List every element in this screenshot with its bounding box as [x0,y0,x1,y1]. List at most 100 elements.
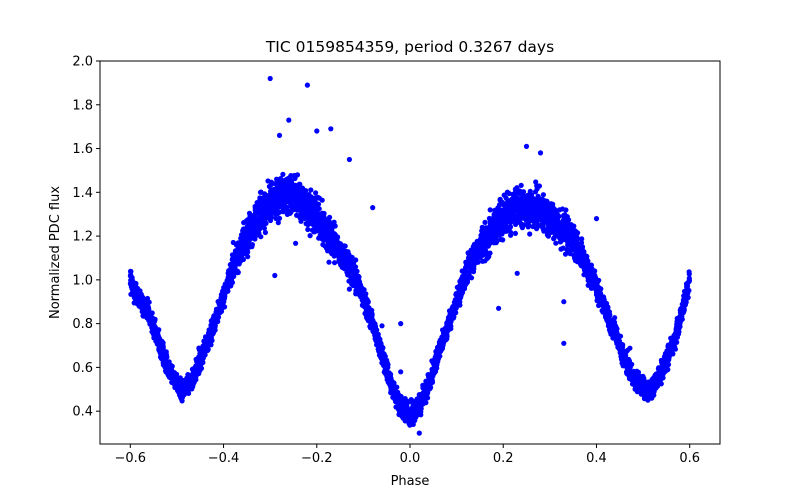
data-point [325,223,331,229]
data-point [129,277,135,283]
data-point [623,369,630,375]
data-point [245,254,251,260]
data-point [243,218,249,224]
data-point [648,390,654,396]
data-point [237,254,243,260]
data-point [359,297,365,303]
data-point [488,229,494,235]
data-point [429,379,436,385]
data-point [275,220,281,226]
data-point [326,259,332,265]
data-point [364,310,370,316]
data-point [255,203,261,209]
data-point [535,203,541,209]
data-point [313,224,319,231]
data-point [252,207,258,213]
data-point [470,269,477,275]
data-point [673,329,679,335]
data-point [483,251,489,257]
data-point [316,195,322,201]
data-point [451,299,457,305]
data-point [531,203,537,210]
data-point [349,281,355,287]
data-point [467,259,474,265]
data-point [321,228,327,234]
data-point [550,221,556,227]
data-point [371,329,377,335]
data-point [340,263,346,269]
data-point [613,334,619,340]
data-point [417,404,423,410]
data-point [686,278,693,284]
data-point [564,214,570,220]
data-point [383,366,389,372]
data-point [666,352,673,358]
data-point [292,175,298,181]
data-point [492,236,498,242]
data-point [179,378,185,384]
data-point [562,251,569,257]
data-point [564,235,570,242]
data-point [229,252,236,258]
data-point [499,207,505,213]
data-point [296,195,302,201]
data-point [280,209,286,215]
data-point [553,240,559,246]
data-point [313,190,319,196]
data-point [487,223,493,229]
data-point [518,196,524,202]
data-point [311,229,317,235]
data-point [245,249,251,255]
data-point [278,176,284,182]
data-point [549,226,555,232]
data-point [487,207,493,213]
data-point [280,171,286,177]
data-point [189,386,195,392]
data-point [265,178,271,184]
data-point [552,211,559,217]
data-point [228,272,234,278]
data-point [534,183,540,189]
data-point [174,387,181,394]
data-point [189,378,195,384]
data-point [648,382,654,388]
data-point [233,242,239,248]
data-point [257,189,264,195]
data-point [491,223,497,229]
data-point [310,201,316,207]
data-point [504,208,510,214]
data-point [148,310,154,317]
data-point [557,235,563,241]
data-point [385,362,391,368]
data-point [627,345,633,351]
data-point [448,318,454,324]
data-point [560,245,566,251]
data-point [313,220,319,226]
data-point [261,225,267,231]
data-point [470,252,476,258]
data-point [542,210,548,216]
scatter-points [127,75,693,436]
data-point [535,193,541,199]
data-point [552,207,558,213]
data-point [333,234,339,240]
data-point [228,267,234,273]
data-point [327,214,333,220]
data-point [264,198,270,204]
data-point [502,228,508,234]
data-point [518,210,524,216]
data-point [604,305,610,311]
data-point [262,205,268,211]
data-point [414,396,420,402]
data-point [557,228,563,234]
data-point [652,373,658,379]
data-point [216,306,222,312]
data-point [527,192,533,198]
data-point [513,221,519,227]
data-point [510,195,516,201]
data-point [284,204,290,210]
data-point [563,207,569,213]
data-point [230,256,236,262]
data-point [487,250,493,256]
